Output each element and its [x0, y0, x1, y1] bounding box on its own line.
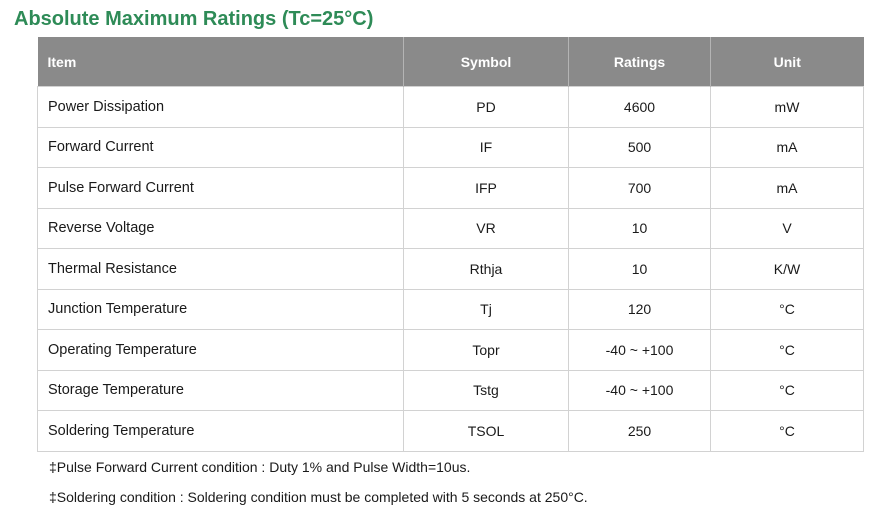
table-row: Reverse Voltage VR 10 V	[37, 207, 864, 249]
rating-cell: 250	[568, 410, 711, 452]
table-row: Pulse Forward Current IFP 700 mA	[37, 167, 864, 209]
page-title: Absolute Maximum Ratings (Tc=25°C)	[14, 8, 374, 30]
footnote-pulse-current: ‡Pulse Forward Current condition : Duty …	[49, 459, 471, 475]
footnote-soldering: ‡Soldering condition : Soldering conditi…	[49, 489, 588, 505]
unit-cell: mW	[710, 86, 864, 128]
rating-cell: -40 ~ +100	[568, 369, 711, 411]
symbol-cell: Rthja	[403, 248, 569, 290]
header-symbol: Symbol	[403, 37, 569, 87]
header-unit: Unit	[710, 37, 864, 87]
unit-cell: mA	[710, 167, 864, 209]
item-cell: Forward Current	[37, 126, 404, 168]
symbol-cell: PD	[403, 86, 569, 128]
symbol-cell: VR	[403, 207, 569, 249]
symbol-cell: IF	[403, 126, 569, 168]
symbol-cell: TSOL	[403, 410, 569, 452]
unit-cell: °C	[710, 288, 864, 330]
unit-cell: °C	[710, 369, 864, 411]
table-row: Storage Temperature Tstg -40 ~ +100 °C	[37, 369, 864, 411]
symbol-cell: Tstg	[403, 369, 569, 411]
table-row: Thermal Resistance Rthja 10 K/W	[37, 248, 864, 290]
symbol-cell: IFP	[403, 167, 569, 209]
rating-cell: 700	[568, 167, 711, 209]
symbol-cell: Topr	[403, 329, 569, 371]
rating-cell: 10	[568, 207, 711, 249]
unit-cell: V	[710, 207, 864, 249]
ratings-table: Item Symbol Ratings Unit Power Dissipati…	[37, 37, 864, 452]
item-cell: Storage Temperature	[37, 369, 404, 411]
table-row: Soldering Temperature TSOL 250 °C	[37, 410, 864, 452]
item-cell: Junction Temperature	[37, 288, 404, 330]
symbol-cell: Tj	[403, 288, 569, 330]
unit-cell: mA	[710, 126, 864, 168]
rating-cell: 120	[568, 288, 711, 330]
table-row: Power Dissipation PD 4600 mW	[37, 86, 864, 128]
item-cell: Pulse Forward Current	[37, 167, 404, 209]
table-row: Junction Temperature Tj 120 °C	[37, 288, 864, 330]
rating-cell: 4600	[568, 86, 711, 128]
rating-cell: 10	[568, 248, 711, 290]
item-cell: Power Dissipation	[37, 86, 404, 128]
header-ratings: Ratings	[568, 37, 711, 87]
rating-cell: 500	[568, 126, 711, 168]
unit-cell: °C	[710, 329, 864, 371]
unit-cell: K/W	[710, 248, 864, 290]
item-cell: Operating Temperature	[37, 329, 404, 371]
item-cell: Soldering Temperature	[37, 410, 404, 452]
table-header-row: Item Symbol Ratings Unit	[37, 37, 864, 87]
unit-cell: °C	[710, 410, 864, 452]
rating-cell: -40 ~ +100	[568, 329, 711, 371]
item-cell: Thermal Resistance	[37, 248, 404, 290]
header-item: Item	[37, 37, 404, 87]
table-row: Forward Current IF 500 mA	[37, 126, 864, 168]
table-row: Operating Temperature Topr -40 ~ +100 °C	[37, 329, 864, 371]
item-cell: Reverse Voltage	[37, 207, 404, 249]
